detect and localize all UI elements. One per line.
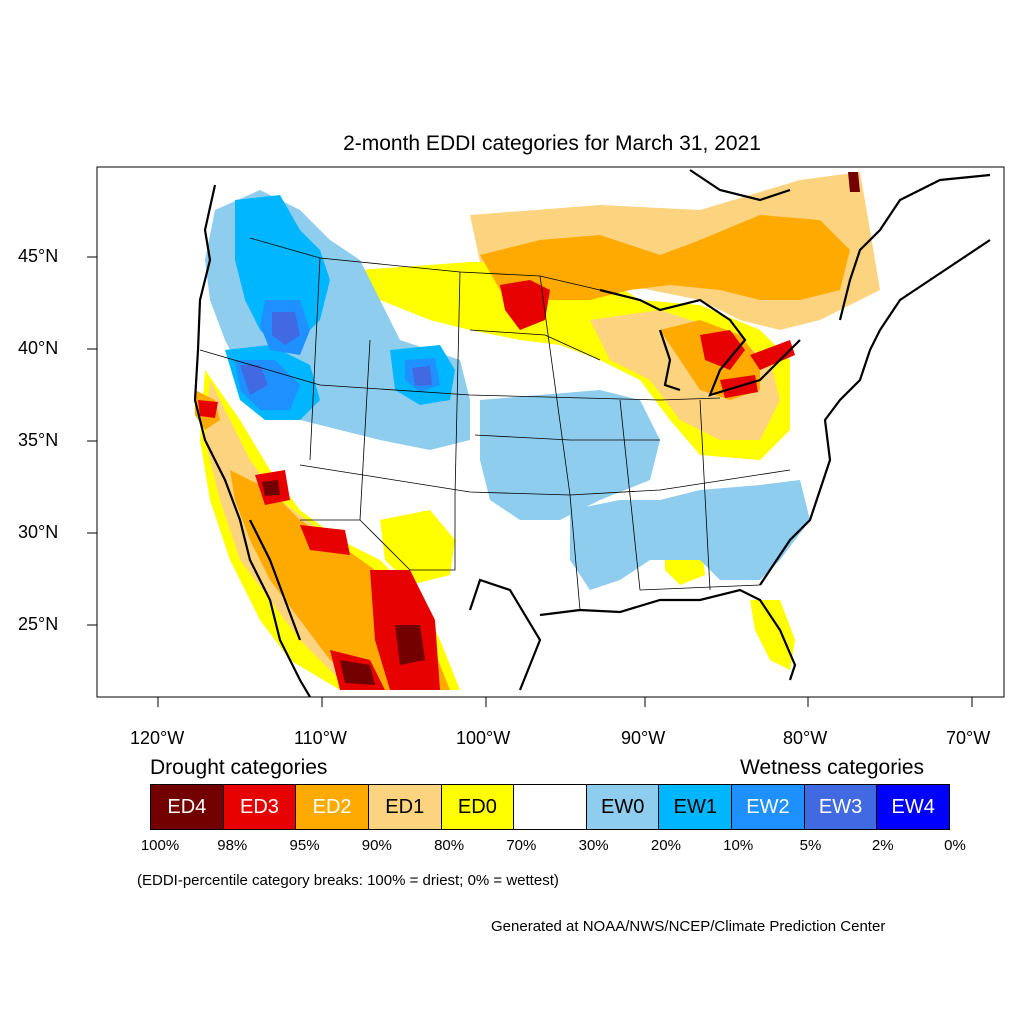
legend-swatch-ew2: EW2	[732, 785, 805, 829]
lon-label-70: 70°W	[946, 728, 991, 748]
ed0-texas	[380, 510, 455, 585]
ed3-dakota	[500, 280, 550, 330]
percentile-label: 2%	[871, 837, 894, 854]
legend-swatch-ew4: EW4	[877, 785, 950, 829]
percentile-label: 98%	[217, 837, 248, 854]
credit-line: Generated at NOAA/NWS/NCEP/Climate Predi…	[491, 918, 886, 935]
percentile-label: 10%	[723, 837, 754, 854]
percentile-label: 20%	[650, 837, 681, 854]
ew0-south	[570, 480, 810, 590]
percentile-label: 70%	[506, 837, 537, 854]
ed4-sonora	[262, 480, 280, 496]
ed4-chihuahua	[395, 625, 425, 665]
ew3-idaho	[272, 312, 300, 345]
legend-swatch-ew3: EW3	[804, 785, 878, 829]
category-note: (EDDI-percentile category breaks: 100% =…	[137, 872, 559, 889]
legend-colorbar: ED4 ED3 ED2 ED1 ED0 EW0 EW1 EW2 EW3 EW4	[150, 784, 950, 830]
lon-label-100: 100°W	[456, 728, 511, 748]
legend-swatch-ed0: ED0	[441, 785, 515, 829]
axis-ticks	[87, 256, 973, 707]
lat-label-40: 40°N	[18, 338, 59, 358]
legend-swatch-ed4: ED4	[151, 785, 224, 829]
legend-swatch-neutral	[514, 785, 587, 829]
map-title: 2-month EDDI categories for March 31, 20…	[343, 132, 761, 155]
percentile-label: 95%	[289, 837, 320, 854]
ed0-florida	[750, 600, 795, 670]
percentile-label: 5%	[799, 837, 822, 854]
percentile-label: 80%	[434, 837, 465, 854]
ew0-central	[480, 390, 660, 520]
ed3-erie	[750, 340, 795, 370]
coastlines	[193, 169, 991, 697]
state-boundaries	[199, 237, 791, 611]
legend-swatch-ed3: ED3	[223, 785, 297, 829]
percentile-label: 30%	[578, 837, 609, 854]
ew3-wyoming	[412, 366, 432, 386]
lat-label-35: 35°N	[18, 430, 59, 450]
ed3-nm	[300, 525, 350, 555]
ed3-michigan	[700, 330, 745, 370]
ed4-sinaloa	[340, 660, 375, 685]
lon-label-80: 80°W	[783, 728, 828, 748]
ew3-nevada	[240, 365, 268, 395]
lon-label-90: 90°W	[621, 728, 666, 748]
drought-heading: Drought categories	[150, 756, 328, 779]
lat-label-30: 30°N	[18, 522, 59, 542]
ed3-cal	[198, 400, 218, 418]
ed2-north-plains	[480, 215, 850, 300]
legend-swatch-ew1: EW1	[659, 785, 733, 829]
percentile-label: 0%	[944, 837, 966, 854]
legend-swatch-ew0: EW0	[586, 785, 660, 829]
lat-label-45: 45°N	[18, 246, 59, 266]
ew1-northwest	[235, 195, 330, 350]
legend-swatch-ed2: ED2	[296, 785, 369, 829]
legend-swatch-ed1: ED1	[368, 785, 442, 829]
ed4-quebec	[848, 172, 860, 192]
percentile-label: 100%	[140, 837, 180, 854]
lon-label-110: 110°W	[294, 728, 347, 748]
percentile-label: 90%	[361, 837, 392, 854]
lat-label-25: 25°N	[18, 614, 59, 634]
lon-label-120: 120°W	[130, 728, 185, 748]
map-frame	[96, 166, 1005, 698]
wetness-heading: Wetness categories	[740, 756, 925, 779]
